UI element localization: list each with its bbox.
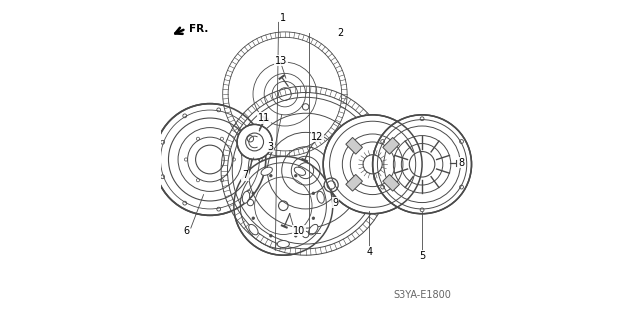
- FancyBboxPatch shape: [383, 174, 399, 191]
- FancyBboxPatch shape: [383, 137, 399, 154]
- Text: 10: 10: [293, 226, 305, 236]
- Circle shape: [294, 234, 297, 237]
- Text: 13: 13: [275, 56, 287, 66]
- Circle shape: [252, 217, 255, 219]
- Circle shape: [323, 115, 422, 214]
- Text: 1: 1: [280, 12, 286, 23]
- Circle shape: [372, 115, 472, 214]
- Circle shape: [312, 192, 315, 195]
- Circle shape: [234, 156, 333, 255]
- Text: 7: 7: [242, 170, 248, 181]
- FancyBboxPatch shape: [346, 174, 362, 191]
- Ellipse shape: [317, 191, 324, 203]
- Circle shape: [237, 124, 272, 160]
- Text: 6: 6: [183, 226, 189, 236]
- Text: S3YA-E1800: S3YA-E1800: [393, 290, 451, 300]
- Text: FR.: FR.: [189, 24, 208, 34]
- Text: 12: 12: [311, 131, 324, 142]
- Circle shape: [252, 192, 255, 195]
- Circle shape: [269, 174, 272, 177]
- Ellipse shape: [294, 167, 305, 175]
- Text: 11: 11: [258, 113, 270, 123]
- Circle shape: [154, 104, 266, 215]
- Circle shape: [223, 32, 347, 156]
- Circle shape: [312, 217, 315, 219]
- Ellipse shape: [243, 191, 250, 203]
- Ellipse shape: [261, 167, 273, 175]
- Ellipse shape: [308, 224, 318, 235]
- Circle shape: [294, 174, 297, 177]
- Ellipse shape: [277, 241, 289, 248]
- Text: 8: 8: [458, 158, 464, 168]
- Text: 4: 4: [366, 247, 372, 257]
- Text: 3: 3: [268, 142, 274, 152]
- FancyBboxPatch shape: [346, 137, 362, 154]
- Circle shape: [324, 178, 338, 192]
- Circle shape: [221, 86, 390, 255]
- Text: 5: 5: [419, 251, 425, 261]
- Ellipse shape: [249, 224, 258, 235]
- Circle shape: [269, 234, 272, 237]
- Text: 2: 2: [338, 28, 344, 39]
- Text: 9: 9: [332, 197, 339, 208]
